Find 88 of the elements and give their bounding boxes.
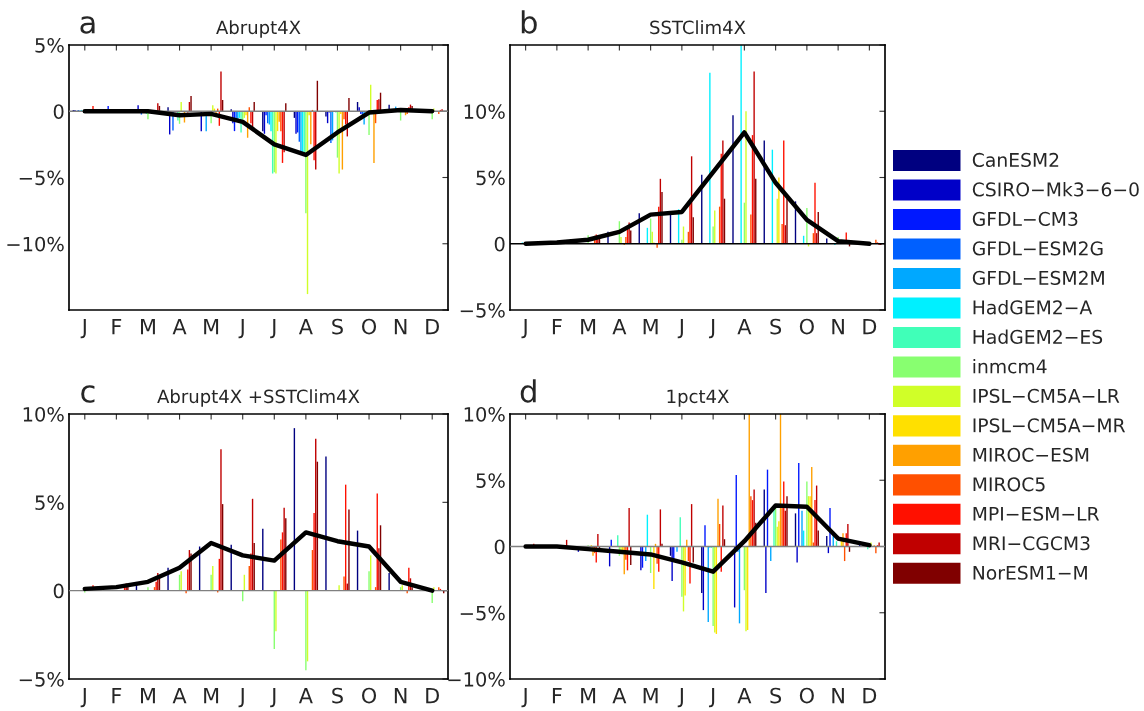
legend-label: MRI−CGCM3 xyxy=(973,536,1090,551)
y-tick-label: 10% xyxy=(464,104,505,119)
x-tick-label: N xyxy=(394,318,407,335)
text: a xyxy=(80,16,95,34)
x-tick-label: M xyxy=(204,318,219,335)
legend-label: CanESM2 xyxy=(972,152,1059,168)
chart-title: 1pct4X xyxy=(667,389,729,407)
legend-label: IPSL−CM5A−LR xyxy=(973,388,1120,403)
x-tick-label: J xyxy=(80,687,86,708)
x-tick-label: J xyxy=(521,318,527,339)
x-tick-label: A xyxy=(737,687,752,704)
x-tick-label: J xyxy=(677,687,683,708)
x-tick-label: M xyxy=(581,687,596,704)
x-tick-label: F xyxy=(112,318,122,335)
legend-label: MIROC5 xyxy=(973,477,1045,492)
y-tick-label: 0 xyxy=(53,583,64,599)
text: b xyxy=(521,10,537,34)
y-tick-label: 0 xyxy=(53,104,64,119)
x-tick-label: D xyxy=(863,318,877,335)
x-tick-label: A xyxy=(737,318,752,335)
y-tick-label: 10% xyxy=(464,406,505,422)
x-tick-label: O xyxy=(799,318,814,335)
legend-label: GFDL−ESM2G xyxy=(972,241,1103,256)
legend-label: IPSL−CM5A−MR xyxy=(973,418,1126,433)
x-tick-label: A xyxy=(298,318,313,335)
x-tick-label: M xyxy=(141,318,155,335)
y-tick-label: 5% xyxy=(476,473,505,488)
text: d xyxy=(520,379,536,403)
y-tick-label: 10% xyxy=(23,406,64,422)
x-tick-label: S xyxy=(770,318,782,335)
y-tick-label: −10% xyxy=(7,236,64,252)
y-tick-label: −10% xyxy=(448,671,505,687)
x-tick-label: A xyxy=(298,687,313,704)
x-tick-label: S xyxy=(332,318,343,335)
x-tick-label: M xyxy=(581,318,596,335)
x-tick-label: N xyxy=(394,687,407,704)
x-tick-label: A xyxy=(612,687,627,704)
y-tick-label: 5% xyxy=(476,170,505,186)
x-tick-label: A xyxy=(612,318,627,335)
chart-title: SSTClim4X xyxy=(650,20,746,35)
legend-label: MPI−ESM−LR xyxy=(973,506,1100,521)
legend-label: CSIRO−Mk3−6−0 xyxy=(972,182,1139,197)
y-tick-label: −5% xyxy=(460,302,505,318)
x-tick-label: A xyxy=(172,687,187,704)
y-tick-label: −5% xyxy=(460,605,505,621)
x-tick-label: N xyxy=(832,687,844,704)
y-tick-label: 0 xyxy=(494,539,505,555)
text: c xyxy=(81,385,95,403)
legend-label: HadGEM2−A xyxy=(973,299,1093,315)
chart-title: Abrupt4X xyxy=(216,20,301,38)
y-tick-label: −5% xyxy=(19,170,64,186)
x-tick-label: O xyxy=(362,318,377,335)
x-tick-label: D xyxy=(863,687,877,704)
x-tick-label: J xyxy=(521,687,527,708)
x-tick-label: M xyxy=(141,687,155,704)
x-tick-label: M xyxy=(643,687,658,704)
legend-label: GFDL−ESM2M xyxy=(972,270,1104,285)
x-tick-label: J xyxy=(708,687,715,708)
x-tick-label: F xyxy=(112,687,122,704)
y-tick-label: 0 xyxy=(494,236,505,252)
x-tick-label: J xyxy=(270,318,276,339)
x-tick-label: F xyxy=(552,318,562,335)
y-tick-label: 5% xyxy=(35,37,64,53)
legend-label: HadGEM2−ES xyxy=(973,329,1103,344)
legend-label: MIROC−ESM xyxy=(973,447,1089,462)
x-tick-label: J xyxy=(238,318,244,339)
x-tick-label: N xyxy=(832,318,844,335)
y-tick-label: 5% xyxy=(35,495,64,510)
x-tick-label: M xyxy=(204,687,219,704)
x-tick-label: S xyxy=(770,687,782,704)
x-tick-label: J xyxy=(270,687,276,708)
x-tick-label: A xyxy=(172,318,187,335)
x-tick-label: O xyxy=(799,687,814,704)
x-tick-label: J xyxy=(677,318,683,339)
x-tick-label: J xyxy=(708,318,715,339)
chart-title: Abrupt4X +SSTClim4X xyxy=(157,389,360,407)
x-tick-label: D xyxy=(426,687,439,704)
legend-label: NorESM1−M xyxy=(973,565,1087,580)
x-tick-label: F xyxy=(552,687,562,704)
x-tick-label: O xyxy=(362,687,377,704)
x-tick-label: J xyxy=(80,318,86,339)
y-tick-label: −5% xyxy=(19,671,64,687)
x-tick-label: D xyxy=(426,318,439,335)
legend-label: GFDL−CM3 xyxy=(972,211,1078,227)
x-tick-label: S xyxy=(332,687,343,704)
x-tick-label: J xyxy=(238,687,244,708)
x-tick-label: M xyxy=(643,318,658,335)
legend-label: inmcm4 xyxy=(973,358,1047,374)
